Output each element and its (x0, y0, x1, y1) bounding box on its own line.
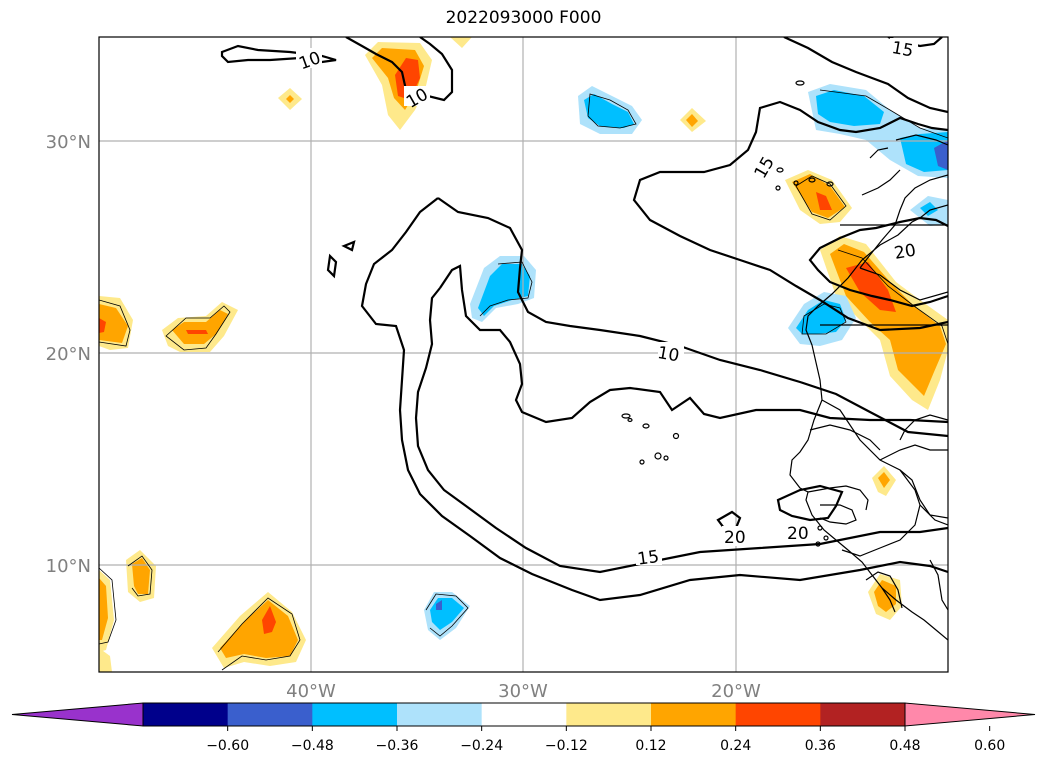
lat-label-30n: 30°N (46, 132, 91, 153)
lon-label-30w: 30°W (498, 681, 548, 702)
lon-label-20w: 20°W (711, 681, 761, 702)
contour-label-20-b: 20 (787, 524, 809, 544)
colorbar-ticks: −0.60 −0.48 −0.36 −0.24 −0.12 0.12 0.24 0.36 0.4… (206, 726, 1005, 754)
colorbar-tick-label: 0.60 (974, 738, 1005, 754)
colorbar-extend-low (11, 702, 144, 727)
contour-label-15-b: 15 (890, 38, 915, 61)
colorbar-segment (651, 703, 737, 726)
lat-label-10n: 10°N (46, 556, 91, 577)
gridlines (99, 37, 948, 672)
colorbar-segment (227, 703, 313, 726)
colorbar-tick-label: 0.48 (889, 738, 920, 754)
contours (220, 37, 948, 602)
colorbar-tick-label: −0.36 (376, 738, 419, 754)
map-frame (98, 36, 949, 673)
colorbar-extend-high (904, 702, 1036, 727)
colorbar: −0.60 −0.48 −0.36 −0.24 −0.12 0.12 0.24 0.36 0.4… (11, 702, 1036, 754)
colorbar-segment (397, 703, 483, 726)
latitude-labels: 30°N 20°N 10°N (46, 132, 91, 577)
colorbar-tick-label: 0.36 (805, 738, 836, 754)
negative-anomaly-fills (424, 84, 948, 640)
map-content: 10 10 10 15 15 15 20 20 20 (99, 37, 948, 672)
colorbar-tick-label: 0.12 (635, 738, 666, 754)
lon-label-40w: 40°W (286, 681, 336, 702)
colorbar-tick-label: 0.24 (720, 738, 751, 754)
contour-label-15-c: 20 (893, 240, 918, 263)
longitude-labels: 40°W 30°W 20°W (286, 681, 761, 702)
colorbar-segment (481, 703, 567, 726)
lat-label-20n: 20°N (46, 344, 91, 365)
colorbar-segments (11, 702, 1036, 727)
colorbar-tick-label: −0.48 (291, 738, 334, 754)
contour-label-20-a: 20 (724, 528, 746, 548)
colorbar-segment (143, 703, 229, 726)
coastlines (789, 134, 948, 641)
colorbar-segment (820, 703, 906, 726)
colorbar-tick-label: −0.12 (545, 738, 588, 754)
contour-label-10-c: 10 (656, 343, 681, 366)
chart-title: 2022093000 F000 (445, 8, 602, 28)
contour-label-15-a: 15 (636, 547, 660, 570)
islands (621, 80, 834, 547)
colorbar-segment (312, 703, 398, 726)
colorbar-frame (142, 702, 906, 727)
positive-anomaly-fills (99, 37, 948, 672)
colorbar-tick-label: −0.24 (460, 738, 503, 754)
colorbar-tick-label: −0.60 (206, 738, 249, 754)
thin-contours (99, 89, 948, 671)
colorbar-segment (566, 703, 652, 726)
colorbar-segment (735, 703, 821, 726)
